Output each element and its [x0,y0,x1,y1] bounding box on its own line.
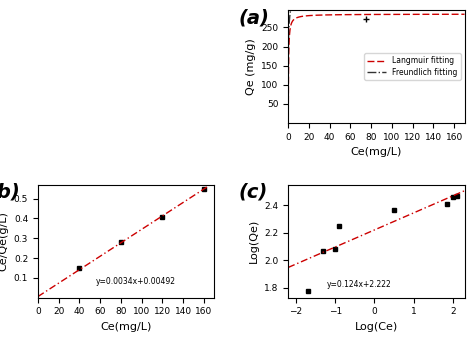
Langmuir fitting [439,12,445,16]
Line: Freundlich fitting: Freundlich fitting [288,0,465,83]
X-axis label: Ce(mg/L): Ce(mg/L) [100,322,152,332]
Langmuir fitting [285,120,291,124]
Text: y=0.0034x+0.00492: y=0.0034x+0.00492 [96,277,176,286]
Langmuir fitting [361,12,366,16]
Freundlich fitting [285,81,291,85]
Y-axis label: Qe (mg/g): Qe (mg/g) [246,38,255,95]
Y-axis label: Ce/Qe(g/L): Ce/Qe(g/L) [0,211,8,271]
Text: (b): (b) [0,183,20,202]
Text: y=0.124x+2.222: y=0.124x+2.222 [327,279,392,289]
Text: (a): (a) [239,8,270,27]
Langmuir fitting [353,13,359,17]
Langmuir fitting [306,14,311,18]
X-axis label: Ce(mg/L): Ce(mg/L) [351,147,402,157]
Legend: Langmuir fitting, Freundlich fitting: Langmuir fitting, Freundlich fitting [364,53,461,80]
Line: Langmuir fitting: Langmuir fitting [288,14,465,122]
Text: (c): (c) [239,183,268,202]
Langmuir fitting [458,12,464,16]
X-axis label: Log(Ce): Log(Ce) [355,322,398,332]
Langmuir fitting [462,12,467,16]
Y-axis label: Log(Qe): Log(Qe) [248,219,259,263]
Langmuir fitting [316,13,322,17]
